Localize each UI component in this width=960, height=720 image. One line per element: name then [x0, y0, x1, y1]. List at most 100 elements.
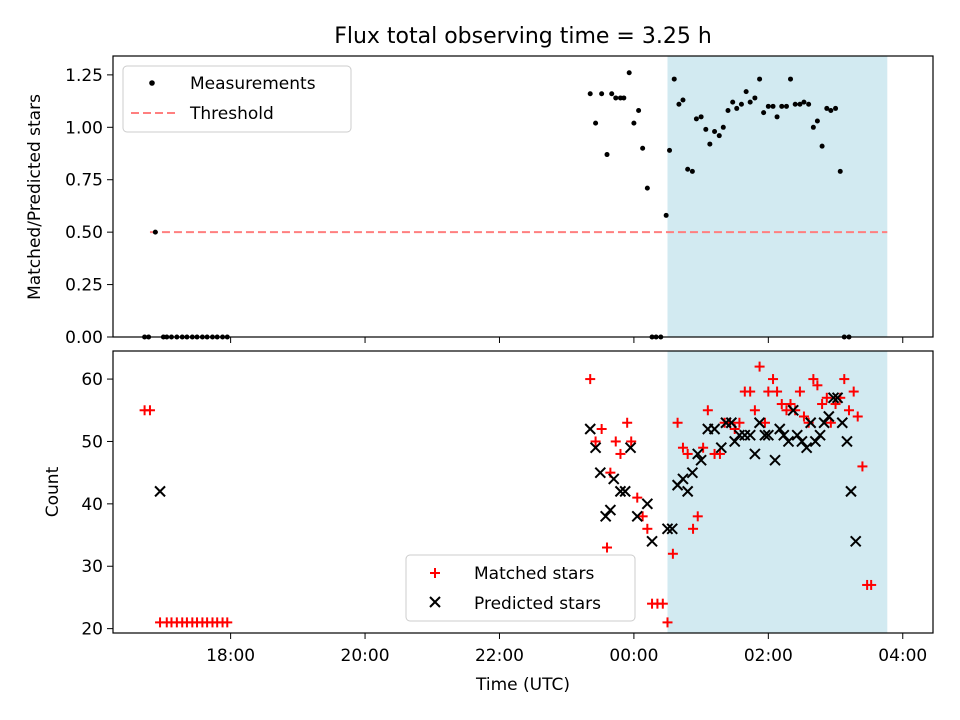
top-legend: Measurements Threshold: [122, 65, 352, 133]
matched-star-point: [622, 417, 633, 428]
predicted-star-point: [604, 504, 617, 516]
predicted-star-point: [809, 435, 822, 448]
top-axes-frame: [112, 55, 934, 338]
matched-star-point: [657, 598, 668, 609]
matched-star-point: [848, 386, 859, 397]
matched-star-point: [610, 436, 621, 447]
measurement-point: [810, 124, 816, 130]
measurement-point: [738, 101, 744, 107]
predicted-star-point: [631, 510, 643, 523]
measurement-point: [609, 91, 615, 97]
measurement-point: [712, 128, 718, 134]
matched-star-point: [781, 405, 792, 416]
x-tick-label: 00:00: [609, 646, 658, 666]
predicted-star-point: [845, 485, 857, 498]
measurement-point: [734, 105, 740, 111]
measurement-point: [814, 118, 820, 124]
y-tick-label: 0.75: [65, 171, 103, 191]
predicted-star-points: [154, 392, 862, 547]
predicted-star-point: [753, 417, 766, 429]
matched-star-point: [759, 417, 770, 428]
measurement-point: [819, 143, 825, 149]
predicted-star-point: [725, 417, 738, 429]
measurement-point: [774, 114, 780, 120]
matched-star-point: [637, 511, 648, 522]
measurement-point: [587, 91, 593, 97]
matched-star-point: [857, 461, 868, 472]
y-tick-label: 40: [81, 495, 103, 515]
predicted-star-point: [774, 423, 786, 435]
measurement-point: [599, 91, 605, 97]
measurement-point: [837, 168, 843, 174]
measurement-point: [593, 120, 599, 126]
matched-star-point: [852, 411, 863, 422]
predicted-star-point: [686, 466, 699, 479]
predicted-star-point: [749, 448, 761, 460]
measurement-point: [765, 103, 771, 109]
predicted-star-point: [827, 392, 840, 404]
measurement-point: [806, 101, 812, 107]
y-tick-label: 50: [81, 432, 103, 452]
matched-star-point: [839, 374, 850, 385]
matched-star-point: [672, 417, 683, 428]
predicted-star-point: [841, 435, 853, 448]
predicted-star-point: [599, 510, 612, 523]
predicted-star-point: [677, 473, 689, 485]
predicted-star-point: [708, 423, 721, 435]
matched-star-point: [222, 617, 233, 628]
y-tick-label: 30: [81, 557, 103, 577]
measurement-point: [626, 70, 632, 76]
measurement-point: [720, 124, 726, 130]
bottom-panel: 20 30 40 50 60 18:00 20:00 22:00 00:00 02:00 04:0…: [43, 350, 934, 695]
predicted-star-point: [619, 485, 631, 498]
top-legend-box: [122, 65, 352, 133]
top-y-label: Matched/Predicted stars: [25, 94, 45, 300]
legend-matched-marker: [430, 568, 440, 578]
matched-star-point: [817, 399, 828, 410]
matched-star-point: [714, 448, 725, 459]
predicted-star-point: [804, 417, 817, 429]
y-tick-label: 20: [81, 620, 103, 640]
predicted-star-point: [836, 417, 848, 429]
matched-star-point: [763, 386, 774, 397]
legend-predicted-marker: [429, 596, 441, 608]
predicted-star-point: [666, 523, 678, 535]
predicted-star-point: [681, 485, 694, 498]
bottom-axes-frame: [112, 350, 934, 634]
x-axis-label: Time (UTC): [475, 675, 570, 695]
measurement-point: [757, 76, 763, 82]
predicted-star-point: [692, 448, 704, 460]
measurement-point: [824, 105, 830, 111]
measurement-point: [640, 145, 646, 151]
observing-window-shade-top: [667, 56, 888, 337]
predicted-star-point: [769, 454, 781, 466]
predicted-star-point: [715, 441, 727, 454]
measurement-point: [631, 120, 637, 126]
measurement-point: [747, 99, 753, 105]
measurement-point: [689, 168, 695, 174]
matched-star-point: [662, 617, 673, 628]
matched-star-point: [632, 492, 643, 503]
legend-predicted-label: Predicted stars: [474, 594, 601, 614]
matched-star-point: [144, 405, 155, 416]
x-tick-label: 22:00: [475, 646, 524, 666]
matched-star-point: [843, 405, 854, 416]
top-x-ticks: [230, 337, 904, 343]
matched-star-point: [698, 442, 709, 453]
matched-star-point: [590, 436, 601, 447]
matched-star-point: [688, 523, 699, 534]
measurement-point: [644, 185, 650, 191]
matched-star-point: [615, 448, 626, 459]
top-y-ticks: 0.00 0.25 0.50 0.75 1.00 1.25: [65, 66, 113, 348]
measurement-point: [716, 133, 722, 139]
measurement-point: [833, 105, 839, 111]
predicted-star-point: [800, 441, 813, 454]
predicted-star-point: [744, 429, 756, 441]
measurement-point: [685, 166, 691, 172]
predicted-star-point: [154, 485, 166, 498]
matched-star-point: [768, 374, 779, 385]
matched-star-point: [812, 380, 823, 391]
predicted-star-point: [823, 410, 835, 423]
y-tick-label: 1.25: [65, 66, 103, 86]
x-tick-label: 20:00: [341, 646, 390, 666]
